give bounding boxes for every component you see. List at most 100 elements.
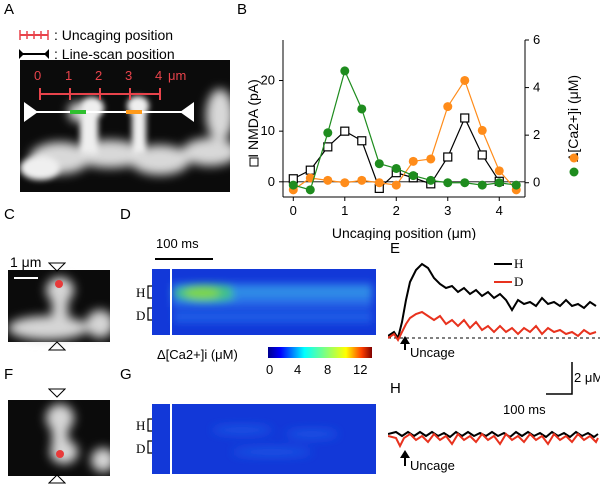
panel-label-b: B [237, 1, 248, 18]
scale-label-4: 4 [155, 68, 163, 83]
orange-uncaging-marker [126, 110, 142, 114]
legend-h-label: H [514, 256, 524, 271]
linescan-kymograph-d [152, 269, 376, 335]
y-right-tick-label-3: 6 [533, 32, 540, 47]
series-2-point-12 [494, 178, 504, 188]
d-label-g: D [136, 441, 146, 456]
uncage-label-h: Uncage [410, 458, 455, 473]
brackets-d [147, 285, 152, 321]
green-uncaging-marker [70, 110, 86, 114]
y-axis-title-left: I NMDA (pA) [245, 79, 261, 158]
linescan-legend-glyph [19, 49, 49, 59]
series-2-point-10 [460, 178, 470, 188]
series-2-point-11 [477, 180, 487, 190]
colorbar [268, 347, 372, 358]
y-right-tick-label-0: 0 [533, 175, 540, 190]
panel-label-h: H [390, 380, 401, 397]
scale-x-label: 100 ms [503, 402, 546, 417]
linescan-line [24, 102, 194, 122]
series-2-point-7 [408, 171, 418, 181]
colorbar-label: Δ[Ca2+]i (μM) [157, 347, 238, 362]
time-scale-label-d: 100 ms [156, 236, 199, 251]
series-1-point-6 [391, 180, 401, 190]
panel-label-a: A [4, 1, 15, 18]
scale-unit-label: μm [168, 68, 187, 83]
series-1-point-8 [426, 154, 436, 164]
colorbar-tick-12: 12 [353, 362, 368, 377]
linescan-legend-label: : Line-scan position [54, 46, 175, 62]
y-right-legend-green [569, 167, 579, 177]
series-1-point-12 [494, 166, 504, 176]
series-1-point-9 [443, 102, 453, 112]
uncaging-scale-bar [39, 88, 161, 100]
series-2-point-2 [323, 128, 333, 138]
trace-h-h [388, 430, 599, 439]
series-2-point-13 [511, 180, 521, 190]
y-right-legend-orange [569, 153, 579, 163]
series-2-point-6 [391, 163, 401, 173]
x-tick-label-2: 2 [393, 203, 400, 218]
series-2-point-0 [288, 180, 298, 190]
uncage-arrow-e [400, 336, 410, 350]
uncaging-spot-c [55, 280, 63, 288]
d-label-d: D [136, 308, 146, 323]
legend-d-label: D [514, 274, 524, 289]
top-triangle-c [48, 262, 66, 272]
scale-bar-e [546, 362, 573, 395]
dendrite-image-a [20, 60, 230, 192]
series-0-point-1 [305, 165, 315, 175]
time-scale-bar-d [155, 258, 213, 260]
calcium-traces-e [388, 262, 600, 350]
series-0-point-2 [323, 142, 333, 152]
scale-label-2: 2 [95, 68, 103, 83]
series-2-point-8 [426, 175, 436, 185]
series-2-point-1 [305, 185, 315, 195]
series-0-point-3 [340, 126, 350, 136]
series-0-point-10 [460, 113, 470, 123]
top-triangle-f [48, 388, 66, 398]
series-0-point-11 [477, 150, 487, 160]
uncaging-legend-glyph [19, 30, 49, 40]
y-left-tick-label-0: 0 [268, 174, 275, 189]
trace-d-h [388, 432, 599, 449]
panel-label-g: G [120, 366, 132, 383]
colorbar-tick-0: 0 [266, 362, 274, 377]
scale-label-c: 1 μm [10, 254, 42, 270]
trace-d-e [388, 310, 597, 342]
scale-label-1: 1 [65, 68, 73, 83]
series-1-point-2 [323, 175, 333, 185]
scale-label-3: 3 [125, 68, 133, 83]
h-label-d: H [136, 285, 146, 300]
uncaging-profile-chart: 0 1 2 3 4 Uncaging position (μm) 0 10 20 0 2 4 6 I NM… [245, 32, 581, 240]
uncage-arrow-h [400, 450, 410, 466]
series-2-point-3 [340, 66, 350, 76]
y-axis-title-right: Δ[Ca2+]i (μM) [565, 75, 581, 162]
x-tick-label-0: 0 [290, 203, 297, 218]
calcium-traces-h [388, 430, 599, 466]
series-2-point-9 [443, 178, 453, 188]
brackets-g [147, 418, 152, 454]
panel-label-c: C [4, 206, 15, 223]
x-tick-label-1: 1 [341, 203, 348, 218]
y-right-tick-label-2: 4 [533, 80, 540, 95]
y-right-tick-label-1: 2 [533, 127, 540, 142]
series-1-point-3 [340, 178, 350, 188]
panel-label-e: E [390, 240, 401, 257]
series-2-point-5 [374, 159, 384, 169]
y-left-tick-label-2: 20 [261, 73, 275, 88]
trace-h-e [388, 262, 597, 341]
series-2-point-4 [357, 104, 367, 114]
uncage-label-e: Uncage [410, 345, 455, 360]
uncaging-legend-label: : Uncaging position [54, 27, 174, 43]
series-1-point-7 [408, 156, 418, 166]
legend-glyphs [19, 30, 49, 59]
panel-label-f: F [4, 366, 14, 383]
series-1-point-1 [305, 173, 315, 183]
y-left-legend-square [249, 157, 259, 167]
spine-image-c [8, 270, 110, 342]
series-1-point-4 [357, 175, 367, 185]
scale-y-label: 2 μM [574, 370, 600, 385]
x-tick-label-3: 3 [444, 203, 451, 218]
colorbar-tick-4: 4 [294, 362, 302, 377]
